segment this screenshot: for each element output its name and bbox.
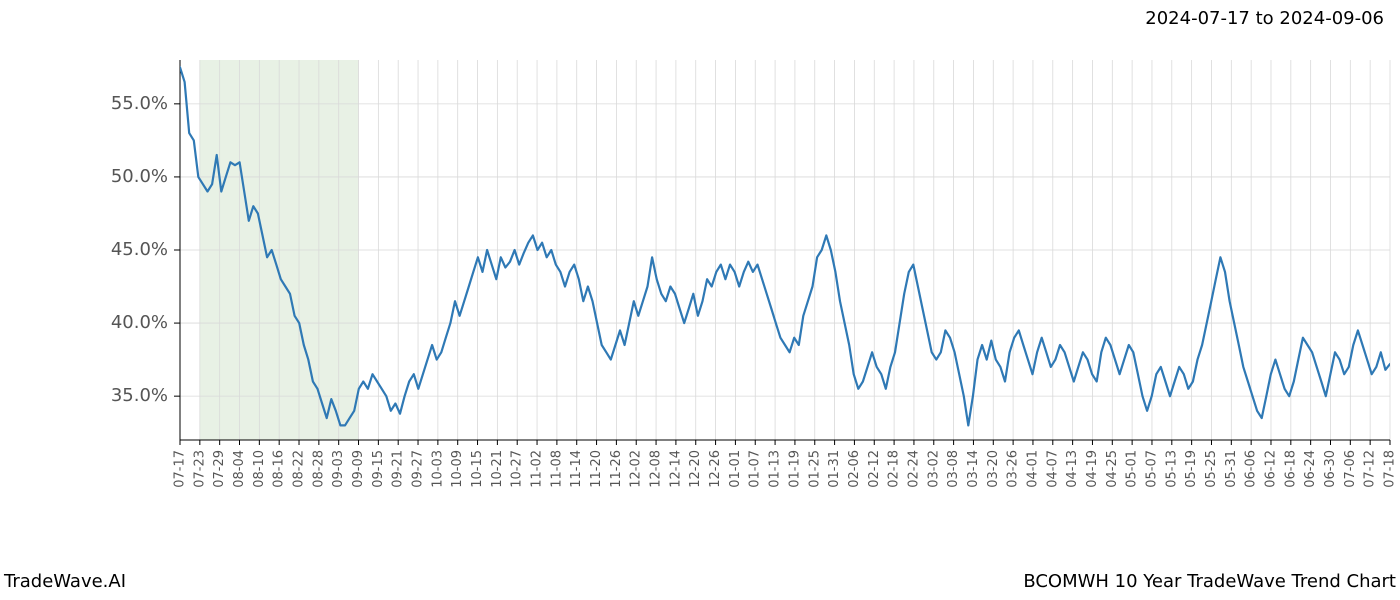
x-tick-label: 09-21 bbox=[391, 450, 406, 488]
y-tick-label: 50.0% bbox=[111, 166, 168, 187]
x-tick-label: 10-03 bbox=[430, 450, 445, 488]
x-tick-label: 03-20 bbox=[986, 450, 1001, 488]
x-tick-label: 07-18 bbox=[1383, 450, 1398, 488]
x-tick-label: 01-31 bbox=[827, 450, 842, 488]
x-tick-label: 07-06 bbox=[1343, 450, 1358, 488]
trend-line bbox=[180, 67, 1390, 425]
x-tick-label: 12-14 bbox=[668, 450, 683, 488]
x-tick-label: 06-30 bbox=[1323, 450, 1338, 488]
x-tick-label: 08-28 bbox=[311, 450, 326, 488]
x-tick-label: 07-23 bbox=[192, 450, 207, 488]
x-tick-label: 07-12 bbox=[1363, 450, 1378, 488]
x-tick-label: 02-18 bbox=[887, 450, 902, 488]
y-tick-label: 55.0% bbox=[111, 93, 168, 114]
x-tick-label: 11-26 bbox=[609, 450, 624, 488]
x-tick-label: 10-09 bbox=[450, 450, 465, 488]
chart-title: BCOMWH 10 Year TradeWave Trend Chart bbox=[1023, 571, 1396, 592]
x-tick-label: 01-07 bbox=[748, 450, 763, 488]
x-tick-label: 08-22 bbox=[292, 450, 307, 488]
x-tick-label: 02-24 bbox=[906, 450, 921, 488]
x-tick-label: 05-25 bbox=[1204, 450, 1219, 488]
x-tick-label: 03-02 bbox=[926, 450, 941, 488]
x-tick-label: 12-08 bbox=[649, 450, 664, 488]
x-tick-label: 04-13 bbox=[1065, 450, 1080, 488]
x-tick-label: 02-12 bbox=[867, 450, 882, 488]
x-tick-label: 08-04 bbox=[232, 450, 247, 488]
x-tick-label: 01-01 bbox=[728, 450, 743, 488]
x-tick-label: 03-26 bbox=[1006, 450, 1021, 488]
trend-chart: 35.0% 40.0% 45.0% 50.0% 55.0% 07-17 07-23 07-29… bbox=[0, 0, 1400, 560]
x-tick-label: 10-15 bbox=[470, 450, 485, 488]
x-tick-label: 04-25 bbox=[1105, 450, 1120, 488]
x-tick-label: 10-21 bbox=[490, 450, 505, 488]
x-tick-label: 08-16 bbox=[272, 450, 287, 488]
x-tick-label: 04-07 bbox=[1045, 450, 1060, 488]
x-tick-label: 05-31 bbox=[1224, 450, 1239, 488]
x-tick-label: 01-25 bbox=[807, 450, 822, 488]
x-tick-label: 09-09 bbox=[351, 450, 366, 488]
x-tick-label: 11-08 bbox=[549, 450, 564, 488]
x-tick-label: 05-07 bbox=[1144, 450, 1159, 488]
x-tick-label: 09-15 bbox=[371, 450, 386, 488]
y-tick-label: 40.0% bbox=[111, 312, 168, 333]
y-tick-label: 35.0% bbox=[111, 385, 168, 406]
x-tick-label: 10-27 bbox=[510, 450, 525, 488]
x-tick-label: 06-18 bbox=[1283, 450, 1298, 488]
x-tick-label: 06-06 bbox=[1244, 450, 1259, 488]
x-tick-label: 12-20 bbox=[688, 450, 703, 488]
x-tick-label: 12-02 bbox=[629, 450, 644, 488]
x-tick-label: 05-19 bbox=[1184, 450, 1199, 488]
x-tick-label: 07-29 bbox=[212, 450, 227, 488]
x-tick-label: 04-19 bbox=[1085, 450, 1100, 488]
x-tick-label: 03-14 bbox=[966, 450, 981, 488]
x-tick-label: 04-01 bbox=[1025, 450, 1040, 488]
x-tick-label: 05-01 bbox=[1125, 450, 1140, 488]
x-tick-label: 01-19 bbox=[787, 450, 802, 488]
x-tick-label: 03-08 bbox=[946, 450, 961, 488]
x-tick-label: 05-13 bbox=[1164, 450, 1179, 488]
x-tick-label: 11-14 bbox=[569, 450, 584, 488]
x-tick-label: 06-24 bbox=[1303, 450, 1318, 488]
x-tick-label: 07-17 bbox=[173, 450, 188, 488]
x-tick-label: 02-06 bbox=[847, 450, 862, 488]
brand-label: TradeWave.AI bbox=[4, 571, 126, 592]
x-tick-label: 01-13 bbox=[768, 450, 783, 488]
x-tick-label: 08-10 bbox=[252, 450, 267, 488]
x-tick-label: 09-27 bbox=[411, 450, 426, 488]
x-tick-label: 06-12 bbox=[1263, 450, 1278, 488]
x-tick-label: 11-20 bbox=[589, 450, 604, 488]
x-tick-label: 09-03 bbox=[331, 450, 346, 488]
y-tick-label: 45.0% bbox=[111, 239, 168, 260]
x-tick-label: 11-02 bbox=[530, 450, 545, 488]
x-tick-label: 12-26 bbox=[708, 450, 723, 488]
